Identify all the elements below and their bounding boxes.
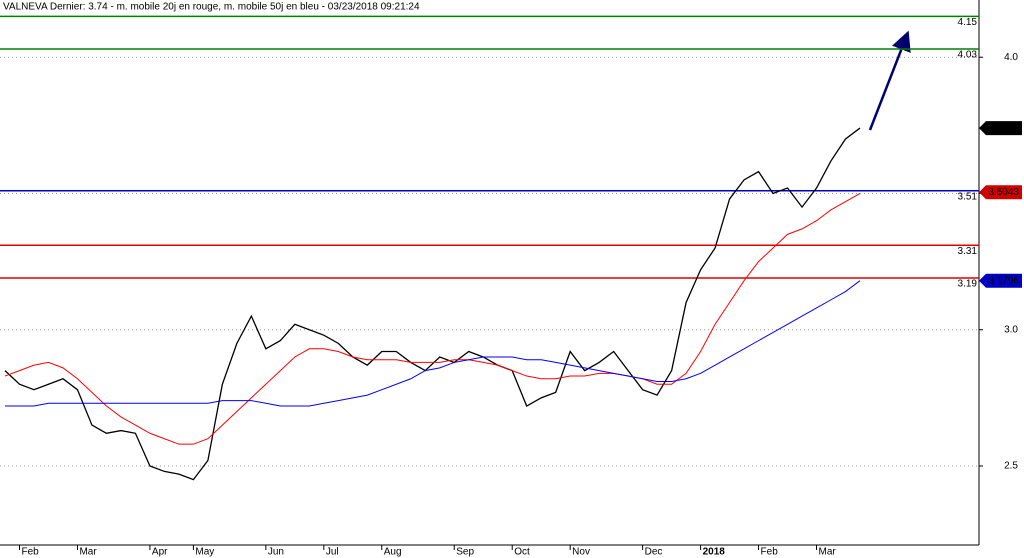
- last-value-box: [979, 273, 1022, 288]
- trend-arrow: [868, 30, 911, 131]
- y-tick-label: 2.5: [1004, 461, 1018, 472]
- reference-label: 4.15: [958, 17, 978, 28]
- y-tick-label: 4.0: [1004, 52, 1018, 63]
- x-tick-label: Mar: [79, 547, 97, 558]
- reference-label: 3.19: [958, 279, 978, 290]
- reference-label: 4.03: [958, 50, 978, 61]
- x-tick-label: Apr: [152, 547, 168, 558]
- x-tick-label: Oct: [514, 547, 530, 558]
- last-value-label: 3.5043: [988, 187, 1019, 198]
- x-tick-label: 2018: [703, 547, 726, 558]
- y-tick-label: 3.0: [1004, 324, 1018, 335]
- x-tick-label: Dec: [645, 547, 663, 558]
- x-tick-label: Jun: [268, 547, 284, 558]
- chart-title: VALNEVA Dernier: 3.74 - m. mobile 20j en…: [3, 2, 420, 13]
- x-tick-label: Jul: [326, 547, 339, 558]
- x-tick-label: May: [195, 547, 214, 558]
- series-line: [4, 193, 861, 445]
- last-value-box: [979, 121, 1022, 136]
- last-value-label: 3.1796: [988, 275, 1019, 286]
- x-tick-label: Mar: [819, 547, 837, 558]
- series-line: [4, 127, 861, 481]
- last-value-box: [979, 185, 1022, 200]
- last-value-label: 3.74: [1000, 123, 1020, 134]
- reference-label: 3.31: [958, 246, 978, 257]
- series-line: [5, 280, 861, 407]
- x-tick-label: Sep: [456, 547, 474, 558]
- x-tick-label: Aug: [384, 547, 402, 558]
- x-tick-label: Feb: [761, 547, 779, 558]
- reference-label: 3.51: [958, 191, 978, 202]
- x-tick-label: Feb: [21, 547, 39, 558]
- x-tick-label: Nov: [572, 547, 590, 558]
